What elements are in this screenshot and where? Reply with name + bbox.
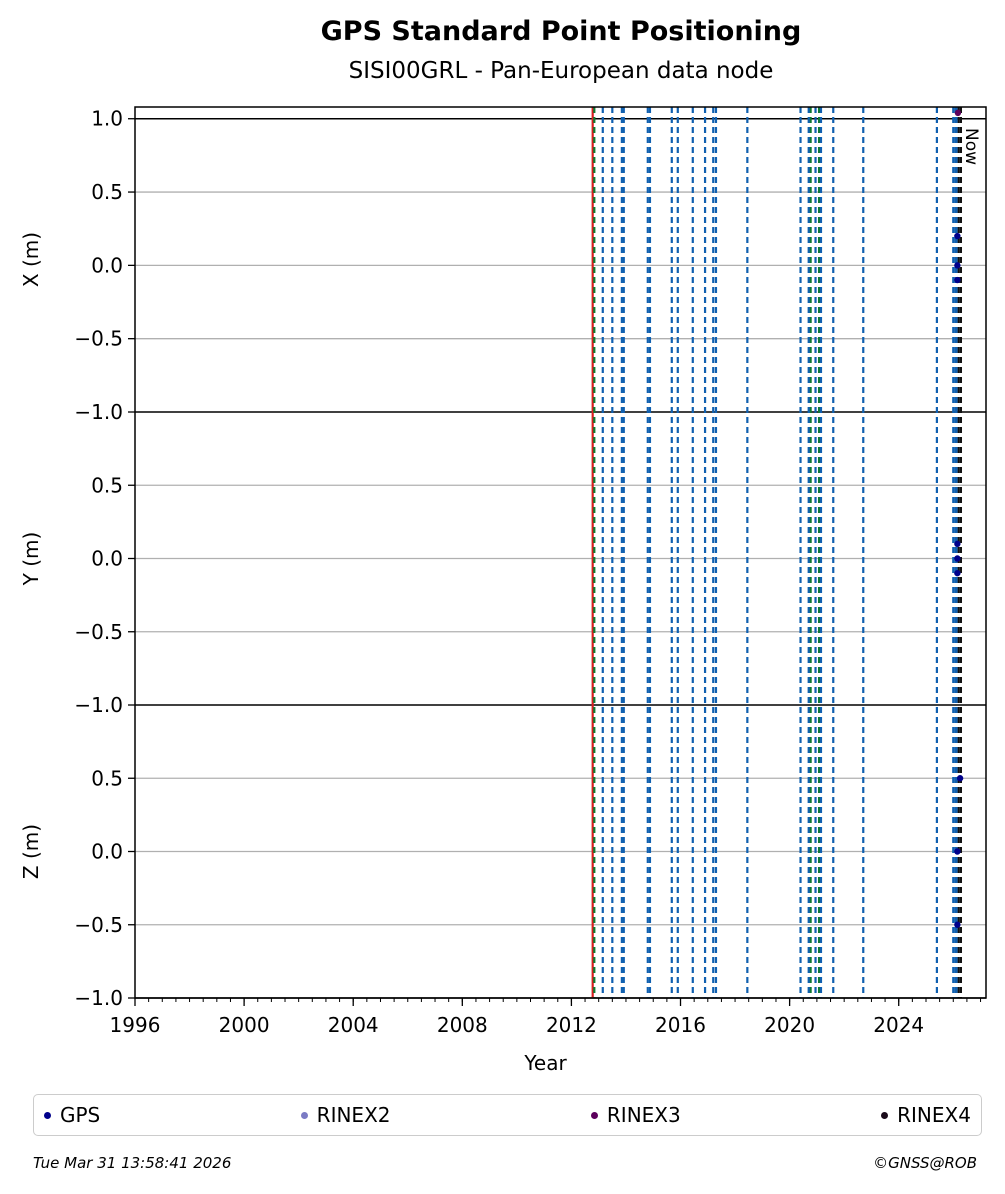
now-label: Now [961,128,981,165]
y-tick-label: −1.0 [74,693,123,717]
y-tick-label: −1.0 [74,400,123,424]
chart-plot: 1.0 0.5 0.0 −0.5 −1.0 X (m) 0.5 0.0 −0.5 −1.0 Y (m… [19,106,987,1075]
data-point-gps [954,540,961,548]
chart-title: GPS Standard Point Positioning [320,16,802,47]
y-tick-label: 0.0 [91,840,123,864]
data-point-rinex3 [954,109,962,117]
legend-label: GPS [60,1103,101,1127]
y-tick-label: 0.0 [91,547,123,571]
y-tick-label: 0.5 [91,766,123,790]
y-tick-label: −1.0 [74,986,123,1010]
y-tick-label: 0.5 [91,473,123,497]
timestamp: Tue Mar 31 13:58:41 2026 [33,1154,232,1172]
x-tick-label: 2000 [219,1013,270,1037]
y-axis-label: Y (m) [19,532,43,587]
y-axis-label: Z (m) [19,824,43,879]
data-point-gps [954,555,961,562]
x-tick-label: 2020 [764,1013,815,1037]
y-tick-label: 1.0 [91,107,123,131]
legend-entry-rinex3: RINEX3 [590,1103,681,1127]
data-point-gps [954,569,961,577]
legend-marker [590,1111,598,1119]
legend-label: RINEX4 [897,1103,971,1127]
copyright: ©GNSS@ROB [873,1154,977,1172]
x-tick-label: 2016 [655,1013,706,1037]
axes-frame [134,106,987,999]
y-tick-label: 0.0 [91,253,123,277]
data-point-gps [954,232,961,240]
legend-entry-rinex4: RINEX4 [881,1103,971,1127]
data-point-gps [954,921,961,928]
x-tick-label: 1996 [110,1013,161,1037]
legend-label: RINEX3 [606,1103,681,1127]
x-tick-label: 2008 [437,1013,488,1037]
legend: GPS RINEX2 RINEX3 RINEX4 [33,1094,982,1136]
data-point-gps [954,276,961,284]
x-tick-label: 2004 [328,1013,379,1037]
data-point-gps [954,262,961,269]
data-point-gps [954,848,961,855]
x-tick-label: 2012 [546,1013,597,1037]
y-tick-label: 0.5 [91,180,123,204]
legend-entry-rinex2: RINEX2 [300,1103,391,1127]
legend-marker [300,1111,308,1119]
legend-label: RINEX2 [316,1103,391,1127]
x-tick-label: 2024 [873,1013,924,1037]
y-tick-label: −0.5 [74,620,123,644]
y-tick-label: −0.5 [74,913,123,937]
y-axis-label: X (m) [19,232,43,287]
legend-marker [881,1111,889,1119]
y-tick-label: −0.5 [74,327,123,351]
legend-marker [44,1111,51,1119]
legend-entry-gps: GPS [44,1103,100,1127]
x-axis-label: Year [523,1051,567,1075]
data-point-gps [956,775,964,782]
chart-subtitle: SISI00GRL - Pan-European data node [348,58,774,84]
